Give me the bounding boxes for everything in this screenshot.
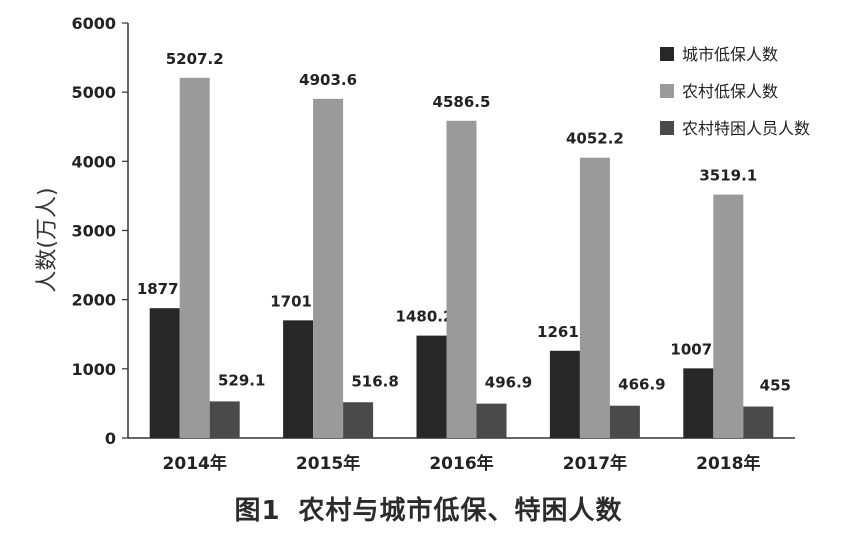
legend-swatch-3 [660, 121, 674, 135]
bar-1 [416, 335, 447, 438]
x-tick-label: 2018年 [696, 453, 760, 474]
data-label: 1877 [137, 280, 179, 298]
y-tick-label: 1000 [71, 360, 116, 379]
bar-chart: 0 1000 2000 3000 4000 5000 6000 人数(万人) 1877 5207.… [35, 14, 810, 474]
bar-3 [743, 406, 774, 438]
y-tick-label: 5000 [71, 83, 116, 102]
data-label: 1701 [270, 292, 312, 310]
bar-3 [209, 401, 240, 438]
x-tick-label: 2016年 [429, 453, 493, 474]
legend-swatch-2 [660, 84, 674, 98]
data-label: 496.9 [485, 374, 532, 392]
bar-2 [579, 157, 610, 438]
y-tick-label: 6000 [71, 14, 116, 33]
data-label: 3519.1 [699, 167, 757, 185]
bar-1 [683, 368, 714, 438]
data-label: 455 [760, 377, 791, 395]
figure-title: 农村与城市低保、特困人数 [298, 496, 623, 526]
legend-swatch-1 [660, 47, 674, 61]
bar-1 [149, 308, 180, 438]
y-tick-label: 0 [105, 429, 116, 448]
figure-number: 图1 [234, 496, 281, 526]
figure-caption: 图1 农村与城市低保、特困人数 [0, 490, 857, 527]
bar-3 [343, 402, 374, 438]
data-label: 4586.5 [433, 93, 491, 111]
data-label: 1007 [670, 340, 712, 358]
data-label: 5207.2 [166, 50, 224, 68]
legend-label-3: 农村特困人员人数 [682, 119, 810, 138]
legend-label-2: 农村低保人数 [682, 82, 778, 101]
data-label: 466.9 [618, 376, 665, 394]
bar-2 [179, 77, 210, 439]
y-tick-label: 4000 [71, 152, 116, 171]
y-axis-title: 人数(万人) [35, 187, 60, 292]
data-label: 516.8 [351, 372, 398, 390]
data-label: 529.1 [218, 371, 265, 389]
bar-1 [283, 320, 314, 438]
x-tick-label: 2015年 [296, 453, 360, 474]
bar-3 [476, 403, 507, 438]
bar-2 [313, 98, 344, 438]
bar-1 [549, 350, 580, 438]
data-label: 1480.2 [396, 308, 454, 326]
y-tick-label: 2000 [71, 291, 116, 310]
x-tick-label: 2014年 [163, 453, 227, 474]
x-tick-label: 2017年 [563, 453, 627, 474]
bar-3 [609, 405, 640, 438]
bar-2 [446, 120, 477, 438]
data-label: 1261 [537, 323, 579, 341]
legend-label-1: 城市低保人数 [682, 45, 778, 64]
data-label: 4052.2 [566, 130, 624, 148]
data-label: 4903.6 [299, 71, 357, 89]
bar-2 [713, 194, 744, 438]
y-tick-label: 3000 [71, 222, 116, 241]
